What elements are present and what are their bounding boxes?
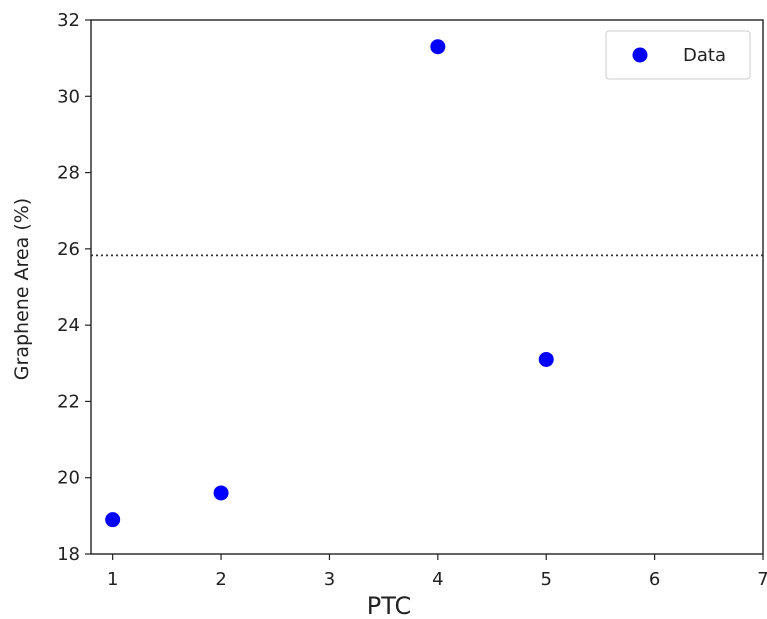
y-tick-label-26: 26 [57, 239, 80, 260]
y-tick-label-32: 32 [57, 10, 80, 31]
y-tick-label-20: 20 [57, 468, 80, 489]
axes-frame [90, 19, 764, 555]
legend-frame [605, 30, 751, 80]
data-point-0-0 [105, 512, 121, 528]
y-tick-label-24: 24 [57, 315, 80, 336]
x-axis-label: PTC [367, 592, 411, 619]
legend-marker [632, 47, 648, 63]
y-tick-label-18: 18 [57, 544, 80, 565]
data-point-0-1 [213, 485, 229, 501]
plot-area: 18 20 22 24 26 28 30 32 1 2 3 4 5 6 7 [57, 10, 767, 590]
x-tick-label-6: 6 [649, 569, 660, 590]
x-tick-label-3: 3 [324, 569, 335, 590]
x-tick-label-4: 4 [432, 569, 443, 590]
data-point-0-2 [430, 39, 446, 55]
y-tick-label-30: 30 [57, 86, 80, 107]
x-tick-label-5: 5 [540, 569, 551, 590]
legend-label: Data [683, 45, 726, 66]
x-tick-label-1: 1 [107, 569, 118, 590]
y-tick-label-28: 28 [57, 163, 80, 184]
y-tick-label-22: 22 [57, 391, 80, 412]
x-tick-label-7: 7 [757, 569, 767, 590]
data-point-0-3 [538, 351, 554, 367]
legend: Data [605, 30, 751, 80]
x-tick-label-2: 2 [215, 569, 226, 590]
y-axis-label: Graphene Area (%) [11, 198, 33, 380]
